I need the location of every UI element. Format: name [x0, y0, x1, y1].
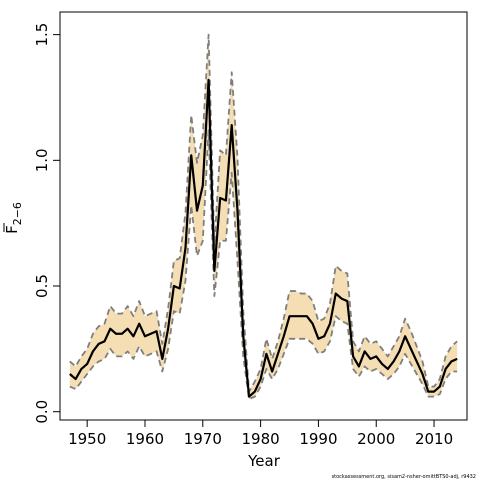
x-tick-label: 1970: [184, 430, 222, 448]
confidence-band: [69, 34, 458, 400]
y-axis-title: F: [3, 225, 21, 234]
x-tick-label: 2000: [357, 430, 395, 448]
y-tick-label: 1.5: [33, 23, 51, 47]
y-axis: 0.0 0.5 1.0 1.5: [33, 23, 61, 424]
x-axis: 1950 1960 1970 1980 1990 2000 2010: [68, 419, 453, 448]
y-tick-label: 1.0: [33, 148, 51, 172]
footer-text: stockassessment.org, sisam2-nsher-omittB…: [332, 474, 476, 480]
svg-text:F2−6: F2−6: [3, 202, 24, 234]
y-tick-label: 0.0: [33, 400, 51, 424]
y-axis-title-group: F2−6: [3, 202, 24, 234]
lower-bound-line: [69, 129, 458, 401]
x-tick-label: 1990: [299, 430, 337, 448]
x-tick-label: 1950: [68, 430, 106, 448]
x-tick-label: 1980: [242, 430, 280, 448]
x-axis-title: Year: [247, 452, 281, 470]
y-axis-title-subscript: 2−6: [11, 202, 24, 225]
x-tick-label: 2010: [415, 430, 453, 448]
x-tick-label: 1960: [126, 430, 164, 448]
confidence-band-layer: [69, 34, 458, 400]
y-tick-label: 0.5: [33, 274, 51, 298]
mean-f-line: [69, 78, 458, 398]
upper-bound-line: [69, 33, 458, 393]
series-line-layer: [69, 33, 458, 401]
